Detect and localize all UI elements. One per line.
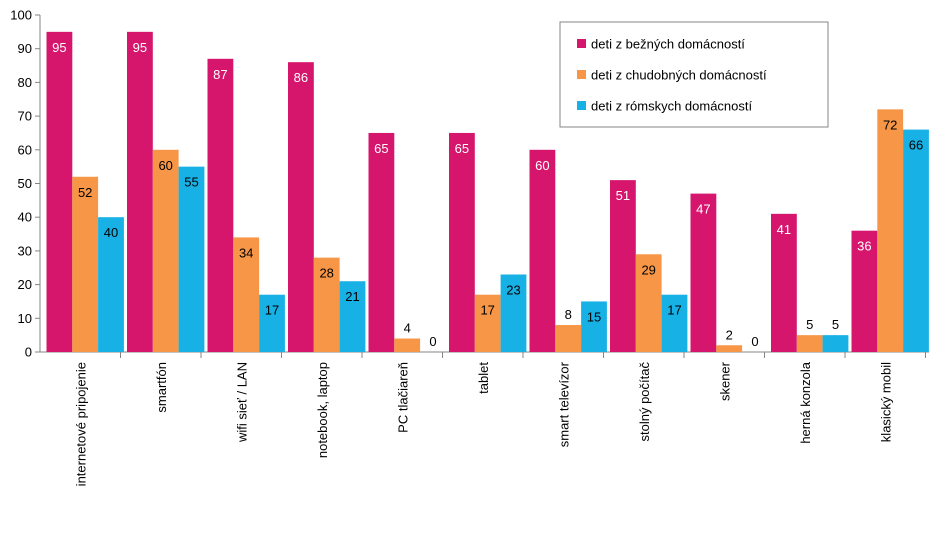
bar (635, 254, 662, 352)
data-label: 5 (832, 317, 839, 332)
bar (178, 166, 205, 352)
x-tick-label: skener (717, 361, 732, 401)
data-label: 28 (319, 266, 333, 281)
bar (394, 338, 421, 352)
data-label: 34 (239, 245, 253, 260)
data-label: 36 (857, 239, 871, 254)
data-label: 0 (429, 334, 436, 349)
data-label: 65 (455, 141, 469, 156)
legend: deti z bežných domácností deti z chudobný… (559, 21, 829, 128)
x-tick-label: stolný počítač (637, 362, 652, 442)
data-label: 0 (751, 334, 758, 349)
bar (368, 132, 395, 352)
y-tick-label: 70 (18, 109, 32, 124)
data-label: 60 (158, 158, 172, 173)
bar (288, 62, 314, 353)
bar (796, 335, 823, 352)
data-label: 95 (52, 40, 66, 55)
data-label: 60 (535, 158, 549, 173)
x-tick-label: tablet (476, 362, 491, 394)
bar (449, 132, 475, 352)
data-label: 86 (294, 70, 308, 85)
bar (822, 335, 849, 352)
x-tick-label: notebook, laptop (315, 362, 330, 458)
data-label: 17 (667, 303, 681, 318)
data-label: 17 (265, 303, 279, 318)
data-label: 23 (506, 282, 520, 297)
legend-swatch (577, 39, 586, 48)
bar (771, 213, 797, 352)
data-label: 65 (374, 141, 388, 156)
x-tick-label: PC tlačiareň (395, 362, 410, 433)
x-tick-label: smart televízor (556, 361, 571, 447)
legend-swatch (577, 101, 586, 110)
data-label: 21 (345, 289, 359, 304)
bar (529, 149, 556, 352)
bar (610, 180, 636, 352)
data-label: 17 (480, 303, 494, 318)
data-label: 55 (184, 175, 198, 190)
bar (903, 129, 929, 352)
data-label: 2 (726, 327, 733, 342)
data-label: 5 (806, 317, 813, 332)
bar (555, 325, 582, 352)
bar (72, 176, 99, 352)
legend-box (559, 21, 829, 128)
x-tick-label: klasický mobil (878, 362, 893, 442)
data-label: 15 (587, 309, 601, 324)
y-tick-label: 40 (18, 210, 32, 225)
y-tick-label: 0 (25, 345, 32, 360)
bar (339, 281, 366, 352)
x-tick-label: wifi sieť / LAN (234, 362, 249, 443)
bar (313, 257, 340, 352)
bar (474, 294, 501, 352)
bar (127, 31, 153, 352)
legend-label: deti z rómskych domácností (591, 99, 753, 114)
bar (661, 294, 688, 352)
legend-label: deti z chudobných domácností (591, 68, 767, 83)
legend-label: deti z bežných domácností (591, 37, 745, 52)
y-tick-label: 10 (18, 311, 32, 326)
bar (207, 58, 234, 353)
data-label: 41 (777, 222, 791, 237)
bar (851, 230, 878, 352)
data-label: 4 (404, 321, 411, 336)
bar (581, 301, 607, 352)
data-label: 52 (78, 185, 92, 200)
data-label: 72 (883, 117, 897, 132)
bar (98, 217, 124, 352)
bar (500, 274, 527, 352)
bar (716, 345, 743, 352)
data-label: 51 (616, 188, 630, 203)
bar (233, 237, 260, 352)
x-tick-label: smartfón (154, 362, 169, 413)
y-tick-label: 60 (18, 142, 32, 157)
bar (877, 109, 904, 352)
bar (259, 294, 285, 352)
bar (152, 149, 179, 352)
y-tick-label: 100 (10, 8, 32, 23)
data-label: 66 (909, 138, 923, 153)
x-tick-label: internetové pripojenie (73, 362, 88, 486)
y-tick-label: 20 (18, 277, 32, 292)
bar (690, 193, 717, 352)
legend-swatch (577, 70, 586, 79)
y-tick-label: 90 (18, 41, 32, 56)
x-tick-label: herná konzola (798, 361, 813, 443)
y-tick-label: 80 (18, 75, 32, 90)
data-label: 29 (641, 262, 655, 277)
data-label: 8 (565, 307, 572, 322)
data-label: 87 (213, 67, 227, 82)
y-tick-label: 30 (18, 243, 32, 258)
data-label: 40 (104, 225, 118, 240)
data-label: 95 (133, 40, 147, 55)
bar (46, 31, 73, 352)
data-label: 47 (696, 202, 710, 217)
y-tick-label: 50 (18, 176, 32, 191)
